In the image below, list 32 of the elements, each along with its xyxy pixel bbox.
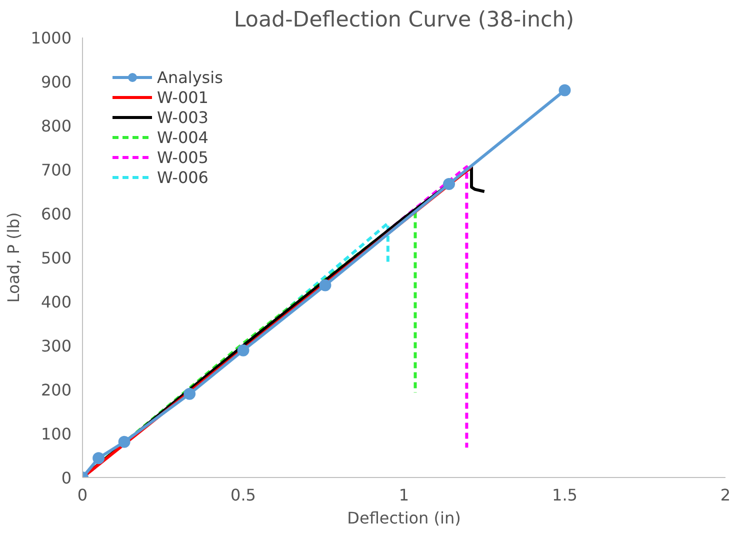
x-tick-label: 1 [398, 486, 410, 504]
y-tick-label: 900 [40, 72, 72, 92]
x-tick-label: 2 [720, 486, 731, 504]
y-tick-label: 100 [40, 424, 72, 444]
legend-label: Analysis [157, 68, 223, 86]
point [237, 344, 250, 356]
point [92, 452, 105, 464]
y-tick-label: 1000 [30, 28, 72, 48]
y-axis-title: Load, P (lb) [4, 212, 23, 303]
y-tick-label: 600 [40, 204, 72, 224]
point [184, 388, 196, 400]
y-tick-label: 800 [40, 116, 72, 136]
x-tick-label: 1.5 [552, 486, 578, 504]
x-axis-title: Deflection (in) [347, 508, 461, 528]
point [558, 84, 571, 96]
y-tick-label: 500 [40, 248, 72, 268]
y-tick-label: 700 [40, 160, 72, 180]
legend-label: W-005 [157, 148, 208, 166]
y-tick-label: 300 [40, 336, 72, 356]
chart-title: Load-Deflection Curve (38-inch) [234, 8, 574, 32]
legend-label: W-006 [157, 168, 208, 186]
y-tick-label: 0 [61, 468, 72, 488]
point [319, 279, 332, 292]
point [443, 178, 456, 190]
point [118, 436, 130, 448]
legend-label: W-004 [157, 128, 208, 146]
x-tick-label: 0 [77, 486, 88, 504]
legend-label: W-003 [157, 108, 208, 126]
x-tick-label: 0.5 [230, 486, 256, 504]
y-tick-label: 400 [40, 292, 72, 312]
y-tick-label: 200 [40, 380, 72, 400]
legend-label: W-001 [157, 88, 208, 106]
